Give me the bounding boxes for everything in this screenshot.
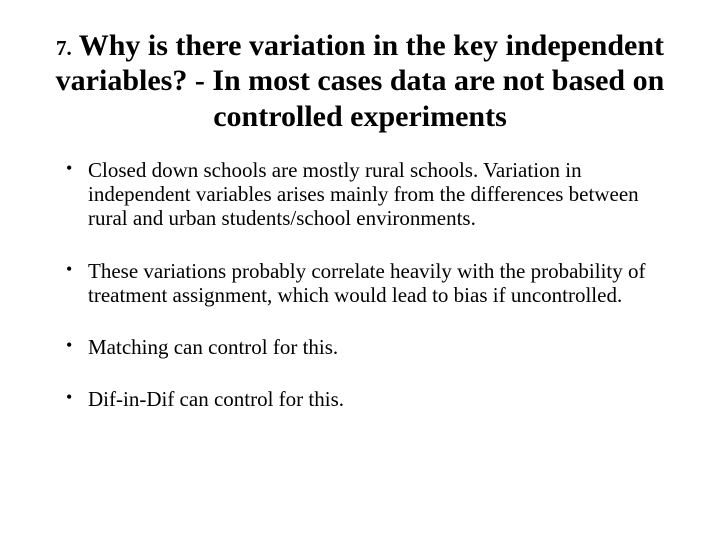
list-item: Dif-in-Dif can control for this. <box>66 387 678 411</box>
list-item: Matching can control for this. <box>66 335 678 359</box>
bullet-text: Dif-in-Dif can control for this. <box>88 387 344 411</box>
list-item: Closed down schools are mostly rural sch… <box>66 158 678 230</box>
slide-title: 7. Why is there variation in the key ind… <box>38 28 682 134</box>
slide: 7. Why is there variation in the key ind… <box>0 0 720 540</box>
title-text: Why is there variation in the key indepe… <box>56 29 665 133</box>
bullet-text: Matching can control for this. <box>88 335 338 359</box>
list-item: These variations probably correlate heav… <box>66 259 678 307</box>
bullet-text: Closed down schools are mostly rural sch… <box>88 158 639 230</box>
bullet-list: Closed down schools are mostly rural sch… <box>38 158 682 411</box>
bullet-text: These variations probably correlate heav… <box>88 259 645 307</box>
title-prefix: 7. <box>56 36 72 60</box>
